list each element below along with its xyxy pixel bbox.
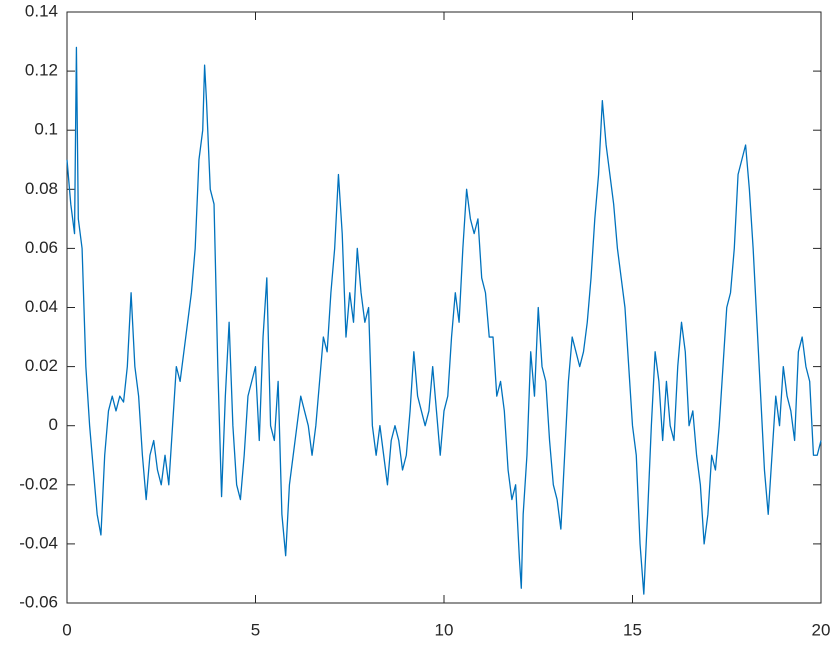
y-tick-label: 0.02: [25, 356, 58, 375]
y-tick-label: 0.1: [34, 120, 58, 139]
y-tick-label: 0.12: [25, 61, 58, 80]
y-tick-label: -0.02: [19, 474, 58, 493]
x-tick-label: 15: [623, 620, 642, 639]
y-tick-label: 0.06: [25, 238, 58, 257]
x-tick-label: 20: [812, 620, 831, 639]
y-tick-label: 0.08: [25, 179, 58, 198]
y-tick-label: 0.14: [25, 1, 58, 20]
y-tick-label: 0: [49, 415, 58, 434]
x-tick-label: 0: [62, 620, 71, 639]
y-tick-label: -0.06: [19, 592, 58, 611]
x-tick-label: 10: [435, 620, 454, 639]
y-tick-label: -0.04: [19, 533, 58, 552]
x-tick-label: 5: [251, 620, 260, 639]
data-line: [66, 46, 822, 595]
y-tick-label: 0.04: [25, 297, 58, 316]
